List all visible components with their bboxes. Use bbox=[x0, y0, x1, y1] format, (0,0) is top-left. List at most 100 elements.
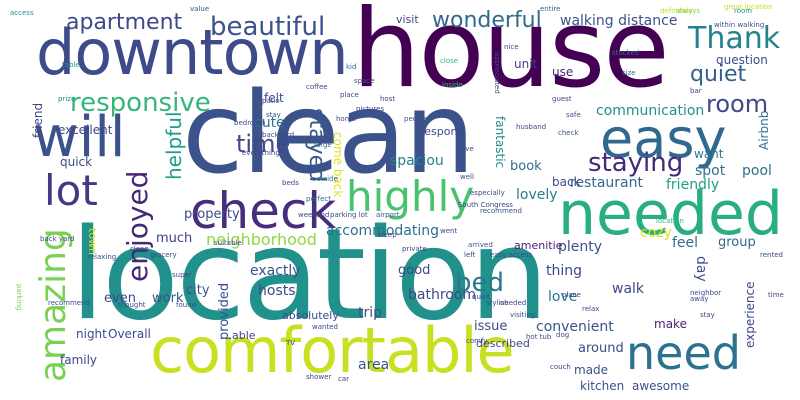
word-small: bedroom bbox=[234, 119, 266, 127]
word-small: relaxing bbox=[88, 253, 117, 261]
word-awesome: awesome bbox=[632, 379, 690, 393]
word-beautiful: beautiful bbox=[210, 12, 326, 42]
word-quick: quick bbox=[60, 155, 93, 169]
word-small: hot tub bbox=[526, 333, 552, 341]
word-spot: spot bbox=[695, 163, 726, 179]
word-communication: communication bbox=[596, 103, 705, 119]
word-able: able bbox=[232, 329, 256, 342]
word-use: use bbox=[552, 65, 574, 79]
word-highly: highly bbox=[346, 172, 475, 221]
word-small: value bbox=[190, 5, 210, 13]
word-spaciou: spaciou bbox=[390, 153, 444, 169]
word-bathroom: bathroom bbox=[408, 287, 477, 303]
word-small: room bbox=[734, 7, 753, 15]
word-small: time bbox=[768, 291, 784, 299]
word-small: bar bbox=[690, 87, 702, 95]
word-small: coffee bbox=[306, 83, 328, 91]
word-group: group bbox=[718, 235, 756, 250]
word-small: great location bbox=[724, 3, 773, 11]
word-make: make bbox=[654, 317, 687, 331]
word-fantastic: fantastic bbox=[493, 116, 507, 169]
word-need: need bbox=[626, 326, 741, 380]
word-visit: visit bbox=[396, 13, 419, 26]
word-property: property bbox=[184, 207, 240, 222]
word-friendly: friendly bbox=[666, 177, 720, 193]
word-wonderful: wonderful bbox=[432, 8, 542, 33]
word-small: rented bbox=[760, 251, 783, 259]
word-small: kid bbox=[346, 63, 357, 71]
word-day: day bbox=[693, 256, 709, 282]
word-downtown: downtown bbox=[36, 16, 349, 89]
word-small: neighbor bbox=[690, 289, 722, 297]
word-described: described bbox=[476, 337, 530, 350]
word-small: stylish bbox=[486, 299, 509, 307]
word-accommodating: accommodating bbox=[326, 223, 439, 239]
word-staying: staying bbox=[588, 148, 684, 178]
word-even: even bbox=[104, 291, 136, 306]
word-small: close bbox=[440, 57, 459, 65]
word-neighborhood: neighborhood bbox=[206, 230, 317, 249]
word-absolutely: absolutely bbox=[282, 309, 339, 322]
word-small: relax bbox=[582, 305, 600, 313]
word-small: drive bbox=[456, 145, 474, 153]
word-small: place bbox=[562, 291, 581, 299]
word-small: needed bbox=[500, 299, 527, 307]
word-small: found bbox=[176, 301, 197, 309]
word-small: private bbox=[402, 245, 427, 253]
word-small: nice bbox=[504, 43, 519, 51]
word-small: suitable bbox=[214, 239, 242, 247]
word-small: husband bbox=[516, 123, 547, 131]
word-small: comfy bbox=[466, 337, 488, 345]
word-trip: trip bbox=[358, 305, 383, 321]
word-small: dog bbox=[556, 331, 570, 339]
word-responsive: responsive bbox=[70, 88, 211, 118]
word-helpful: helpful bbox=[162, 111, 186, 180]
word-small: arrived bbox=[468, 241, 493, 249]
word-book: book bbox=[510, 159, 542, 174]
word-bed: bed bbox=[455, 268, 505, 298]
word-small: inside bbox=[442, 81, 463, 89]
word-small: well bbox=[460, 173, 474, 181]
word-family: family bbox=[60, 353, 98, 367]
word-town: town bbox=[86, 228, 99, 256]
word-small: TV bbox=[286, 339, 296, 347]
word-small: table bbox=[62, 61, 80, 69]
word-small: visiting bbox=[510, 311, 536, 319]
word-small: within walking bbox=[714, 21, 765, 29]
word-respond: respond bbox=[420, 125, 465, 138]
word-lot: lot bbox=[44, 166, 98, 215]
word-small: away bbox=[690, 295, 709, 303]
word-thank: Thank bbox=[688, 21, 781, 56]
word-small: thought bbox=[118, 301, 146, 309]
word-friend: friend bbox=[31, 102, 45, 138]
word-restaurant: restaurant bbox=[570, 175, 643, 191]
word-small: stocked bbox=[612, 49, 640, 57]
word-small: sleep bbox=[378, 231, 397, 239]
word-small: safe bbox=[566, 111, 581, 119]
word-small: entire bbox=[540, 5, 561, 13]
word-apartment: apartment bbox=[66, 10, 183, 35]
word-check: check bbox=[190, 182, 337, 240]
word-small: quiet bbox=[472, 293, 490, 301]
word-pool: pool bbox=[742, 163, 772, 179]
word-small: weekend bbox=[298, 211, 330, 219]
word-small: super bbox=[172, 271, 192, 279]
word-feel: feel bbox=[672, 235, 699, 251]
word-small: clean bbox=[130, 245, 149, 253]
word-cute: cute bbox=[254, 115, 285, 131]
word-small: wanted bbox=[312, 323, 338, 331]
word-needed: needed bbox=[558, 179, 783, 249]
word-issue: issue bbox=[474, 319, 508, 334]
word-small: definitely bbox=[660, 7, 693, 15]
word-small: couch bbox=[550, 363, 571, 371]
word-small: home bbox=[336, 115, 356, 123]
word-amenitie: amenitie bbox=[514, 239, 563, 252]
word-walking-distance: walking distance bbox=[560, 13, 678, 29]
word-exactly: exactly bbox=[250, 263, 301, 279]
word-convenient: convenient bbox=[536, 319, 614, 335]
word-small: stay bbox=[266, 111, 281, 119]
word-unit: unit bbox=[514, 57, 538, 71]
word-small: always bbox=[676, 7, 701, 15]
word-excellent: excellent bbox=[58, 123, 113, 137]
